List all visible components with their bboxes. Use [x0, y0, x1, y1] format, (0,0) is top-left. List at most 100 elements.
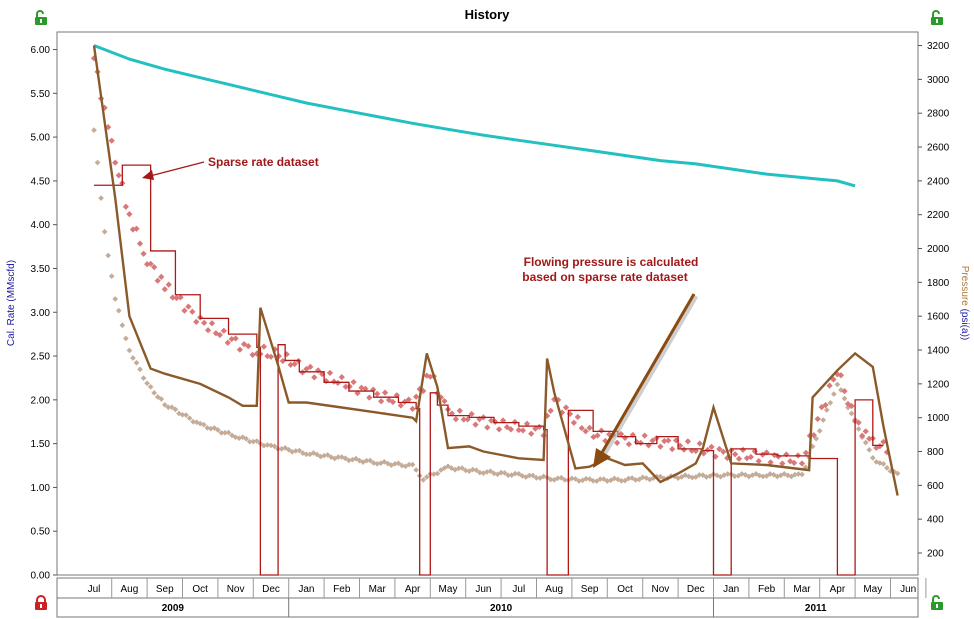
pressure-point [292, 448, 299, 454]
month-label: Feb [758, 584, 776, 595]
pressure-point [130, 355, 136, 361]
month-label: Nov [652, 584, 670, 595]
rate-point [523, 420, 531, 427]
left-tick-label: 5.00 [31, 133, 51, 144]
pressure-point [841, 395, 848, 402]
series-lines [92, 44, 899, 576]
month-label: Oct [617, 584, 633, 595]
pressure-point [91, 127, 97, 133]
pressure-point [622, 477, 628, 484]
pressure-point [161, 402, 168, 408]
pressure-point [625, 475, 632, 482]
right-tick-label: 2600 [927, 143, 950, 154]
right-tick-label: 2400 [927, 176, 950, 187]
month-label: Dec [262, 584, 280, 595]
left-tick-label: 3.50 [31, 264, 51, 275]
month-label: Apr [830, 584, 846, 595]
pressure-point [169, 404, 175, 411]
pressure-point [395, 460, 402, 467]
rate-point [374, 390, 381, 398]
right-axis-ticks: 200 400 600 800 1000 1200 1400 1600 1800 2000 2200… [918, 41, 950, 560]
rate-point [684, 438, 692, 445]
rate-point [507, 426, 515, 433]
unlocked-lock-icon [931, 595, 943, 610]
rate-point [381, 389, 389, 396]
rate-point [378, 398, 385, 405]
rate-point [468, 410, 475, 418]
rate-point [108, 137, 115, 144]
pressure-point [409, 461, 416, 468]
lock-icon-top-right[interactable] [929, 10, 945, 26]
rate-point [236, 346, 243, 353]
pressure-point [477, 469, 483, 476]
rate-point [472, 421, 479, 428]
rate-point [680, 446, 688, 453]
rate-point [696, 440, 703, 447]
pressure-point [374, 460, 381, 467]
rate-point [802, 449, 810, 456]
pressure-point [554, 475, 561, 482]
pressure-point [158, 396, 165, 402]
rate-point [755, 457, 762, 465]
pressure-point [689, 474, 696, 481]
pressure-point [469, 466, 476, 473]
rate-point [598, 427, 605, 434]
pressure-point [880, 461, 887, 467]
rate-point [720, 448, 727, 455]
pressure-point [558, 474, 565, 481]
rate-point [224, 339, 231, 346]
pressure-point [816, 428, 823, 434]
pressure-point [246, 438, 253, 445]
pressure-point [597, 476, 604, 482]
rate-point [625, 441, 633, 448]
lock-icon-bottom-left[interactable] [33, 595, 49, 611]
rate-point [405, 396, 412, 403]
left-tick-label: 0.50 [31, 527, 51, 538]
rate-point [547, 407, 554, 414]
left-tick-label: 4.00 [31, 220, 51, 231]
pressure-point [866, 447, 873, 453]
rate-point [669, 445, 676, 453]
pressure-point [105, 252, 111, 259]
rate-point [346, 383, 353, 390]
pressure-point [590, 478, 596, 484]
rate-point [570, 419, 577, 426]
right-tick-label: 200 [927, 549, 944, 560]
pressure-point [894, 470, 901, 477]
pressure-point [834, 381, 841, 388]
pressure-point [94, 159, 101, 166]
pressure-point [547, 476, 554, 483]
left-tick-label: 1.00 [31, 483, 51, 494]
pressure-point [101, 228, 108, 235]
pressure-point [487, 468, 494, 475]
sparse-rate-step-line [94, 164, 884, 576]
rate-point [338, 373, 345, 381]
pressure-point [569, 475, 575, 482]
pressure-point [342, 455, 349, 462]
pressure-point [140, 375, 147, 381]
pressure-point [639, 474, 646, 481]
right-tick-label: 400 [927, 515, 944, 526]
month-label: Jun [475, 584, 491, 595]
month-label: Jul [512, 584, 525, 595]
rate-point [859, 432, 866, 439]
lock-icon-top-left[interactable] [33, 10, 49, 26]
month-label: Jul [88, 584, 101, 595]
pressure-point [271, 443, 278, 450]
pressure-point [512, 470, 519, 477]
rate-point [115, 172, 122, 179]
pressure-point [392, 461, 398, 467]
rate-point [161, 286, 168, 293]
lock-icon-bottom-right[interactable] [929, 595, 945, 611]
year-label: 2010 [490, 603, 513, 614]
rate-point [169, 294, 176, 301]
pressure-point [190, 418, 196, 425]
pressure-point [884, 465, 890, 471]
rate-point [452, 415, 459, 423]
rate-point [735, 455, 743, 462]
pressure-point [335, 454, 342, 460]
month-label: Jun [900, 584, 916, 595]
rate-point [848, 402, 855, 410]
rate-point [232, 335, 239, 342]
